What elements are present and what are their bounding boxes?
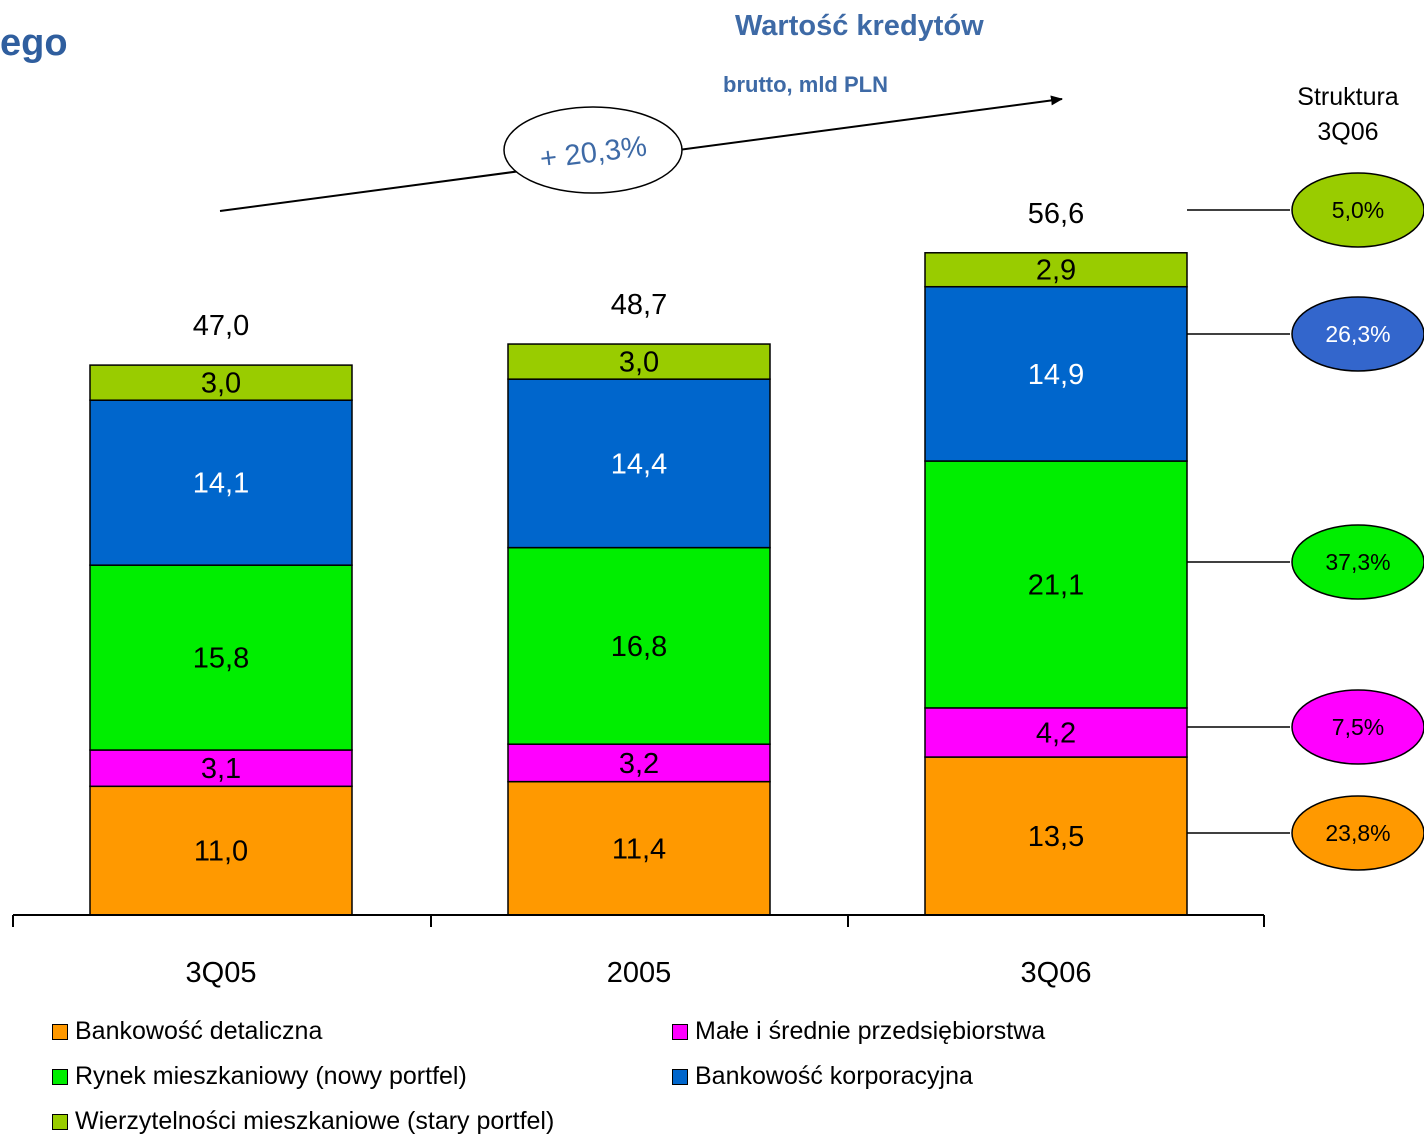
legend-label: Bankowość detaliczna	[75, 1017, 323, 1045]
structure-label-bankowosc-korporacyjna: 26,3%	[1325, 321, 1390, 347]
data-label-bankowosc-korporacyjna-3q06: 14,9	[1028, 359, 1084, 391]
data-label-bankowosc-detaliczna-2005: 11,4	[612, 833, 666, 865]
page-heading-fragment: ego	[0, 22, 68, 64]
bar-segment-male-i-srednie-przedsiebiorstwa-2005	[507, 743, 771, 783]
growth-ellipse	[503, 106, 683, 194]
legend-item-wierzytelnosci-mieszkaniowe-stary-portfel: Wierzytelności mieszkaniowe (stary portf…	[52, 1107, 554, 1136]
structure-label-wierzytelnosci-mieszkaniowe-stary-portfel: 5,0%	[1332, 197, 1384, 223]
bar-segment-rynek-mieszkaniowy-nowy-portfel-2005	[507, 546, 771, 745]
bar-segment-bankowosc-korporacyjna-3q06	[924, 285, 1188, 462]
data-label-rynek-mieszkaniowy-nowy-portfel-3q05: 15,8	[193, 643, 249, 675]
bar-segment-rynek-mieszkaniowy-nowy-portfel-3q06	[924, 460, 1188, 709]
legend-item-bankowosc-detaliczna: Bankowość detaliczna	[52, 1017, 322, 1046]
data-label-rynek-mieszkaniowy-nowy-portfel-2005: 16,8	[611, 631, 667, 663]
bar-segment-rynek-mieszkaniowy-nowy-portfel-3q05	[89, 564, 353, 751]
bar-segment-bankowosc-korporacyjna-2005	[507, 378, 771, 549]
data-label-wierzytelnosci-mieszkaniowe-stary-portfel-3q05: 3,0	[201, 368, 241, 400]
data-label-wierzytelnosci-mieszkaniowe-stary-portfel-3q06: 2,9	[1036, 255, 1076, 287]
data-label-bankowosc-detaliczna-3q05: 11,0	[194, 836, 248, 868]
structure-label-bankowosc-detaliczna: 23,8%	[1325, 820, 1390, 846]
bar-segment-male-i-srednie-przedsiebiorstwa-3q06	[924, 707, 1188, 758]
legend-item-bankowosc-korporacyjna: Bankowość korporacyjna	[672, 1062, 973, 1091]
legend-swatch	[672, 1023, 688, 1040]
legend-item-rynek-mieszkaniowy-nowy-portfel: Rynek mieszkaniowy (nowy portfel)	[52, 1062, 467, 1091]
chart-title: Wartość kredytów	[735, 10, 984, 42]
x-tick-label-3q06: 3Q06	[1021, 957, 1092, 989]
x-tick-label-2005: 2005	[607, 957, 672, 989]
x-tick-label-3q05: 3Q05	[186, 957, 257, 989]
data-label-bankowosc-detaliczna-3q06: 13,5	[1028, 821, 1084, 853]
data-label-male-i-srednie-przedsiebiorstwa-3q06: 4,2	[1036, 717, 1076, 749]
data-label-bankowosc-korporacyjna-2005: 14,4	[611, 448, 667, 480]
total-label-3q05: 47,0	[193, 310, 249, 342]
legend-swatch	[52, 1023, 68, 1040]
legend-label: Rynek mieszkaniowy (nowy portfel)	[75, 1062, 467, 1090]
data-label-male-i-srednie-przedsiebiorstwa-2005: 3,2	[619, 748, 659, 780]
data-label-wierzytelnosci-mieszkaniowe-stary-portfel-2005: 3,0	[619, 347, 659, 379]
total-label-3q06: 56,6	[1028, 198, 1084, 230]
structure-bubble-male-i-srednie-przedsiebiorstwa	[1291, 689, 1424, 765]
legend-label: Bankowość korporacyjna	[695, 1062, 973, 1090]
structure-bubble-wierzytelnosci-mieszkaniowe-stary-portfel	[1291, 172, 1424, 248]
bar-segment-wierzytelnosci-mieszkaniowe-stary-portfel-3q06	[924, 252, 1188, 288]
data-label-rynek-mieszkaniowy-nowy-portfel-3q06: 21,1	[1028, 569, 1084, 601]
total-label-2005: 48,7	[611, 289, 667, 321]
structure-bubble-bankowosc-korporacyjna	[1291, 296, 1424, 372]
bar-segment-wierzytelnosci-mieszkaniowe-stary-portfel-3q05	[89, 364, 353, 401]
legend-swatch	[672, 1068, 688, 1085]
structure-label: Struktura 3Q06	[1297, 83, 1399, 146]
legend-label: Wierzytelności mieszkaniowe (stary portf…	[75, 1107, 555, 1135]
structure-bubble-bankowosc-detaliczna	[1291, 795, 1424, 871]
bar-segment-wierzytelnosci-mieszkaniowe-stary-portfel-2005	[507, 343, 771, 380]
data-label-bankowosc-korporacyjna-3q05: 14,1	[193, 468, 249, 500]
data-label-male-i-srednie-przedsiebiorstwa-3q05: 3,1	[201, 753, 241, 785]
bar-segment-bankowosc-detaliczna-3q06	[924, 756, 1188, 916]
legend-item-male-i-srednie-przedsiebiorstwa: Małe i średnie przedsiębiorstwa	[672, 1017, 1045, 1046]
chart-subtitle: brutto, mld PLN	[723, 72, 888, 97]
legend-label: Małe i średnie przedsiębiorstwa	[695, 1017, 1046, 1045]
structure-label-male-i-srednie-przedsiebiorstwa: 7,5%	[1332, 714, 1384, 740]
bar-segment-bankowosc-detaliczna-2005	[507, 780, 771, 916]
structure-bubble-rynek-mieszkaniowy-nowy-portfel	[1291, 524, 1424, 600]
structure-label-rynek-mieszkaniowy-nowy-portfel: 37,3%	[1325, 549, 1390, 575]
legend-swatch	[52, 1113, 68, 1130]
legend-swatch	[52, 1068, 68, 1085]
